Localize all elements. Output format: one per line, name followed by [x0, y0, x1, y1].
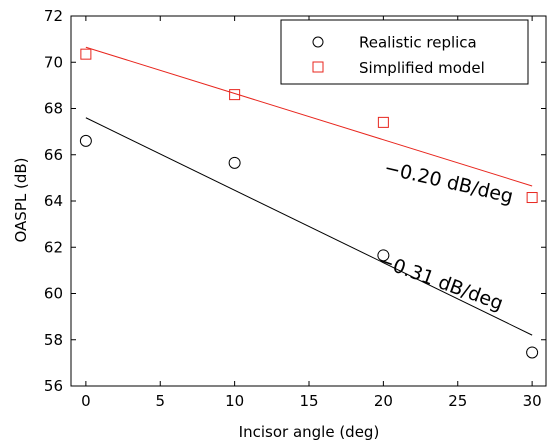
- y-tick-label: 56: [44, 377, 63, 395]
- x-tick-label: 5: [155, 392, 165, 410]
- x-tick-label: 10: [225, 392, 244, 410]
- point-simplified-model: [377, 116, 389, 128]
- y-tick-label: 70: [44, 53, 63, 71]
- legend-marker-realistic-replica: [312, 36, 324, 48]
- x-tick-label: 0: [81, 392, 91, 410]
- fit-line-realistic-replica: [85, 117, 533, 336]
- x-tick-label: 15: [299, 392, 318, 410]
- legend-label-realistic-replica: Realistic replica: [359, 34, 477, 52]
- legend-marker-simplified-model: [312, 61, 324, 73]
- point-simplified-model: [526, 192, 538, 204]
- x-tick-label: 20: [374, 392, 393, 410]
- fit-lines: [85, 46, 533, 336]
- legend-label-simplified-model: Simplified model: [359, 59, 485, 77]
- annotations: −0.20 dB/deg −0.31 dB/deg: [375, 157, 515, 315]
- point-realistic-replica: [526, 346, 539, 359]
- y-tick-label: 66: [44, 146, 63, 164]
- y-tick-label: 58: [44, 331, 63, 349]
- y-tick-label: 60: [44, 285, 63, 303]
- y-tick-label: 62: [44, 238, 63, 256]
- x-axis-title: Incisor angle (deg): [239, 423, 380, 441]
- axis-ticks: 0 5 10 15 20 25 30 56 58 60 62 64 66 68 70 72: [44, 7, 546, 410]
- x-tick-label: 30: [523, 392, 542, 410]
- y-tick-label: 68: [44, 100, 63, 118]
- y-tick-label: 72: [44, 7, 63, 25]
- slope-annotation: −0.20 dB/deg: [382, 157, 515, 208]
- x-tick-label: 25: [448, 392, 467, 410]
- point-simplified-model: [229, 89, 241, 101]
- data-markers: [79, 48, 539, 359]
- y-tick-label: 64: [44, 192, 63, 210]
- fit-line-simplified-model: [85, 46, 533, 187]
- point-realistic-replica: [79, 134, 92, 147]
- slope-annotation: −0.31 dB/deg: [375, 249, 506, 315]
- point-realistic-replica: [228, 156, 241, 169]
- legend-box: [280, 19, 529, 85]
- legend: Realistic replica Simplified model: [280, 19, 529, 85]
- y-axis-title: OASPL (dB): [12, 157, 30, 242]
- point-realistic-replica: [377, 249, 390, 262]
- point-simplified-model: [80, 48, 92, 60]
